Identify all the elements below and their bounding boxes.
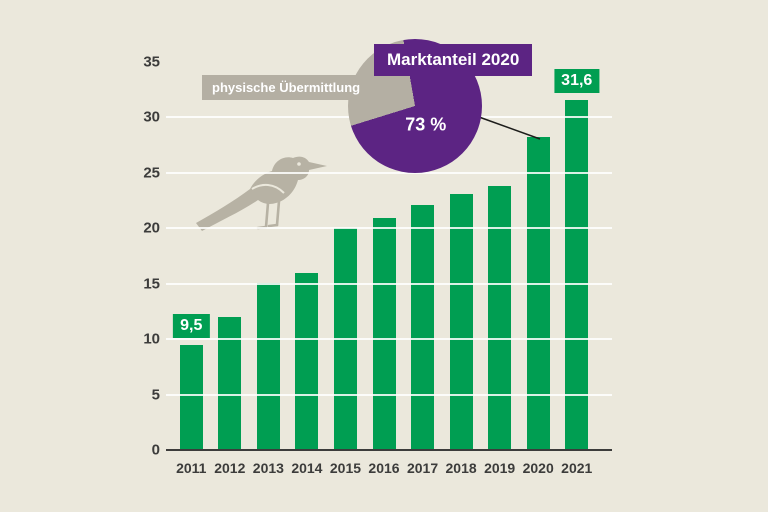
y-tick-label: 25 (143, 164, 160, 182)
bar-slot: 2020 (519, 62, 558, 476)
bar-2017 (411, 205, 435, 450)
pie-percentage-label: 73 % (405, 114, 447, 135)
y-tick-label: 5 (151, 386, 160, 404)
bar-slot: 2014 (288, 62, 327, 476)
bar-2015 (333, 228, 357, 450)
bar-2011 (179, 344, 203, 450)
y-tick-label: 10 (143, 330, 160, 348)
pie-gray-slice-label: physische Übermittlung (202, 75, 371, 100)
y-tick-label: 30 (143, 108, 160, 126)
value-label-2011: 9,5 (173, 313, 210, 338)
x-tick-label: 2015 (329, 460, 362, 476)
bar-2021 (565, 99, 589, 450)
x-tick-label: 2017 (406, 460, 439, 476)
x-tick-label: 2020 (522, 460, 554, 476)
y-tick-label: 0 (151, 441, 160, 459)
x-tick-label: 2018 (445, 460, 477, 476)
bar-plot: 2011 9,5 2012 2013 2014 2015 2016 2017 2018 2019 2… (166, 62, 612, 476)
x-tick-label: 2011 (176, 460, 207, 476)
bar-2014 (295, 272, 319, 450)
y-tick-label: 20 (143, 219, 160, 237)
x-tick-label: 2012 (214, 460, 246, 476)
x-tick-label: 2014 (291, 460, 323, 476)
bar-slot: 2021 31,6 (554, 62, 600, 476)
bar-slot: 2011 9,5 (172, 62, 211, 476)
x-axis-line (166, 449, 612, 451)
bar-2019 (488, 186, 512, 450)
bar-slot: 2019 (480, 62, 519, 476)
bar-slot: 2012 (211, 62, 250, 476)
y-tick-label: 15 (143, 275, 160, 293)
bar-slot: 2018 (442, 62, 481, 476)
y-tick-label: 35 (143, 53, 160, 71)
y-axis: 0 5 10 15 20 25 30 35 (118, 54, 160, 459)
bar-2020 (526, 137, 550, 450)
bar-slot: 2013 (249, 62, 288, 476)
bar-slot: 2017 (403, 62, 442, 476)
x-tick-label: 2013 (252, 460, 284, 476)
bar-2013 (256, 282, 280, 450)
bar-slot: 2016 (365, 62, 404, 476)
value-label-2021: 31,6 (554, 68, 600, 93)
x-tick-label: 2019 (484, 460, 516, 476)
bar-2018 (449, 193, 473, 450)
bar-2012 (218, 316, 242, 450)
x-tick-label: 2016 (368, 460, 400, 476)
pie-title-badge: Marktanteil 2020 (374, 44, 533, 76)
bar-2016 (372, 218, 396, 450)
x-tick-label: 2021 (561, 460, 593, 476)
